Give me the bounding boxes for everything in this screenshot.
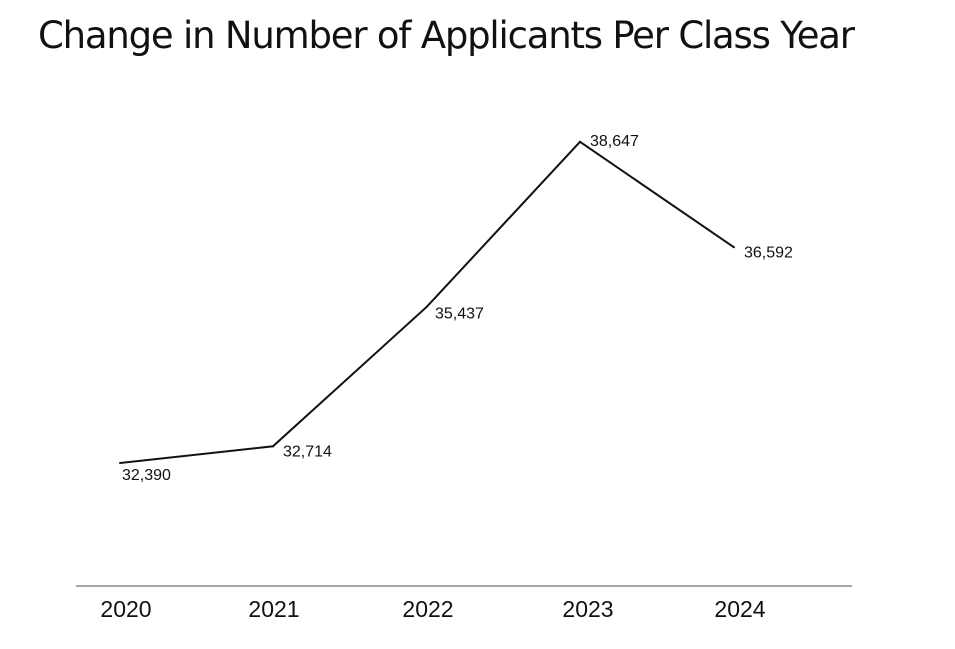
x-tick-label-2024: 2024 — [714, 596, 765, 622]
x-tick-label-2023: 2023 — [562, 596, 613, 622]
data-point-2022 — [426, 305, 428, 308]
x-tick-label-2021: 2021 — [248, 596, 299, 622]
data-point-2021 — [272, 445, 274, 448]
x-tick-labels: 2020 2021 2022 2023 2024 — [100, 596, 765, 622]
data-label-2024: 36,592 — [744, 244, 793, 261]
data-label-2021: 32,714 — [283, 443, 332, 460]
data-labels: 32,390 32,714 35,437 38,647 36,592 — [119, 133, 793, 484]
data-point-2024 — [733, 246, 735, 249]
x-tick-label-2020: 2020 — [100, 596, 151, 622]
chart-title: Change in Number of Applicants Per Class… — [38, 14, 855, 57]
x-tick-label-2022: 2022 — [402, 596, 453, 622]
data-point-2020 — [119, 461, 121, 464]
data-point-2023 — [579, 140, 581, 143]
data-label-2020: 32,390 — [122, 467, 171, 484]
data-label-2022: 35,437 — [435, 306, 484, 323]
series-line — [119, 140, 735, 464]
data-label-2023: 38,647 — [590, 133, 639, 150]
